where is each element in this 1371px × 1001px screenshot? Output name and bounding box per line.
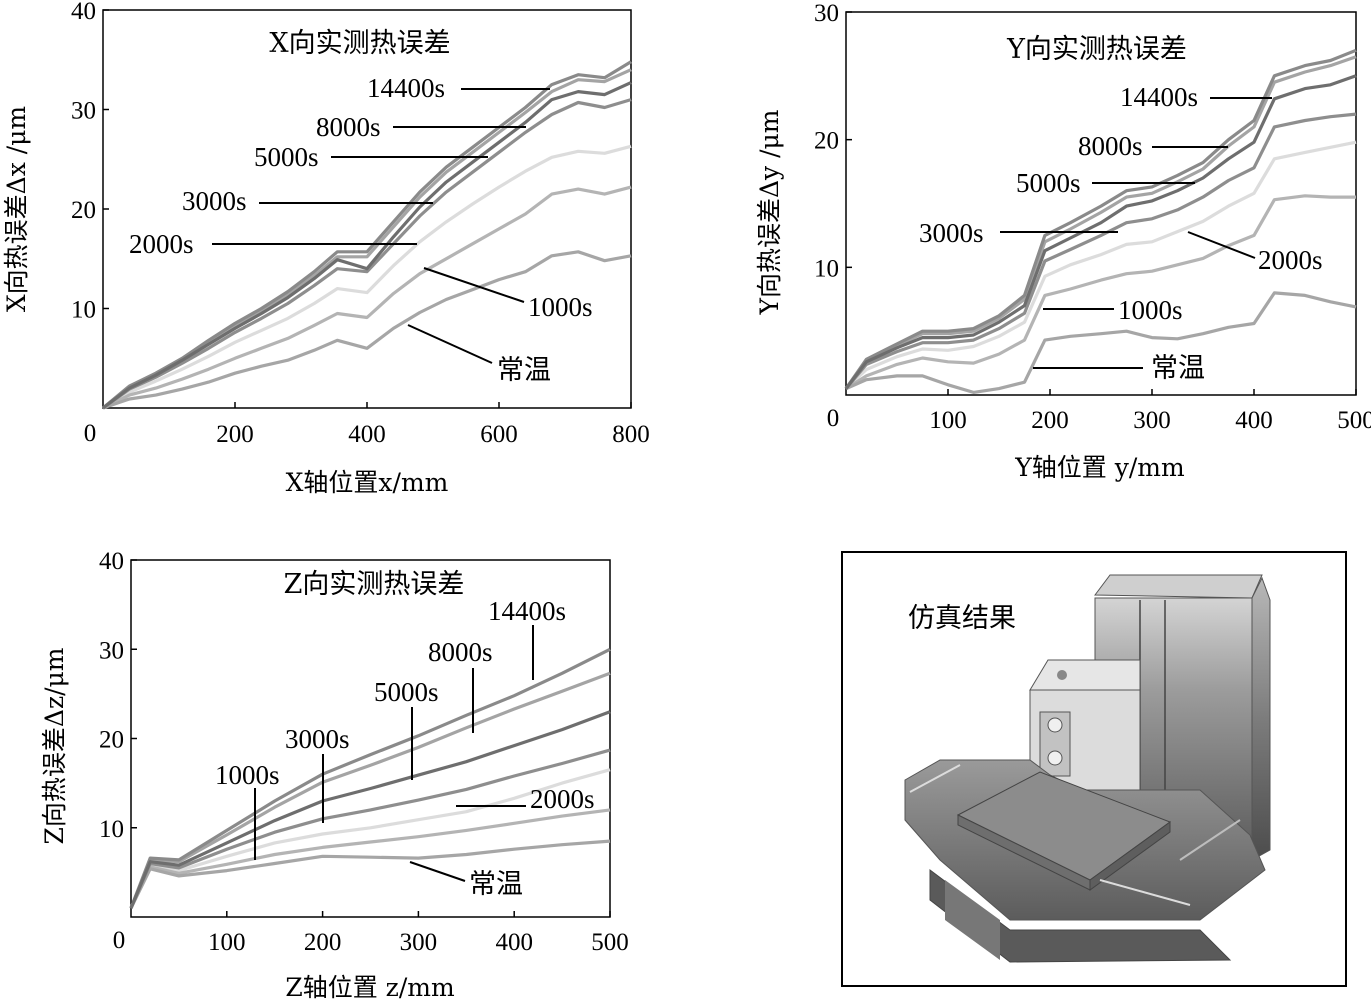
plot-frame bbox=[845, 11, 1357, 396]
x-tick-label: 300 bbox=[1133, 407, 1171, 434]
x-axis-title: Z轴位置 z/mm bbox=[285, 973, 455, 1001]
chart-title: X向实测热误差 bbox=[269, 28, 450, 59]
annotation-label: 2000s bbox=[129, 229, 194, 259]
x-tick-label: 0 bbox=[827, 405, 840, 432]
y-tick-label: 40 bbox=[99, 548, 124, 575]
annotation-label: 8000s bbox=[1078, 131, 1143, 161]
y-tick-label: 10 bbox=[814, 255, 839, 282]
x-tick-label: 100 bbox=[929, 407, 967, 434]
series-layer bbox=[101, 60, 632, 410]
series-line-5000s bbox=[844, 74, 1357, 390]
y-tick-label: 20 bbox=[814, 128, 839, 155]
y-axis-title: Z向热误差Δz/μm bbox=[40, 647, 69, 844]
x-tick-label: 400 bbox=[495, 929, 533, 956]
chart-z-thermal-error: 0 100 200 300 400 500 10 20 30 40 Z向实测热误差 Z轴位置 z/… bbox=[40, 548, 629, 1001]
tick-layer: 0 100 200 300 400 500 10 20 30 bbox=[814, 0, 1371, 434]
annotation-label: 14400s bbox=[367, 73, 445, 103]
x-tick-label: 0 bbox=[84, 420, 97, 447]
series-line-3000s bbox=[129, 748, 611, 909]
series-line-14400s bbox=[101, 60, 632, 410]
annotation-label: 常温 bbox=[1151, 353, 1205, 383]
series-line-14400s bbox=[844, 48, 1357, 390]
leader-line bbox=[407, 324, 493, 364]
x-tick-label: 100 bbox=[208, 929, 246, 956]
series-line-2000s bbox=[102, 144, 632, 410]
x-tick-label: 600 bbox=[480, 421, 518, 448]
y-tick-label: 30 bbox=[99, 637, 124, 664]
annotation-label: 5000s bbox=[254, 142, 319, 172]
annotation-label: 5000s bbox=[374, 677, 439, 707]
series-line-5000s bbox=[102, 81, 632, 410]
x-tick-label: 0 bbox=[113, 927, 126, 954]
series-line-3000s bbox=[102, 98, 632, 410]
series-line-14400s bbox=[129, 647, 611, 909]
chart-x-thermal-error: 0 200 400 600 800 10 20 30 40 X向实测热误差 X轴位置x/mm X… bbox=[2, 0, 650, 497]
series-line-2000s bbox=[844, 140, 1357, 390]
series-line-1000s bbox=[102, 185, 632, 410]
x-tick-label: 200 bbox=[1031, 407, 1069, 434]
annotation-label: 3000s bbox=[285, 724, 350, 754]
series-line-常温 bbox=[102, 250, 632, 410]
x-tick-label: 500 bbox=[591, 929, 629, 956]
y-tick-label: 20 bbox=[71, 197, 96, 224]
series-layer bbox=[844, 48, 1357, 394]
y-axis-title: Y向热误差Δy /μm bbox=[755, 109, 784, 315]
series-line-3000s bbox=[844, 112, 1357, 390]
annotation-label: 2000s bbox=[1258, 245, 1323, 275]
chart-title: Z向实测热误差 bbox=[284, 569, 465, 600]
tick-layer: 0 200 400 600 800 10 20 30 40 bbox=[71, 0, 650, 448]
annotation-label: 3000s bbox=[182, 186, 247, 216]
series-line-8000s bbox=[129, 671, 611, 909]
annotation-label: 1000s bbox=[528, 292, 593, 322]
series-line-2000s bbox=[129, 768, 611, 909]
leader-line bbox=[409, 861, 466, 882]
y-axis-title: X向热误差Δx /μm bbox=[2, 106, 31, 313]
x-tick-label: 400 bbox=[1235, 407, 1273, 434]
series-line-常温 bbox=[129, 839, 611, 909]
leader-lines bbox=[212, 88, 550, 364]
annotation-label: 1000s bbox=[215, 760, 280, 790]
x-axis-title: X轴位置x/mm bbox=[286, 468, 449, 497]
series-layer bbox=[129, 647, 611, 909]
annotation-label: 常温 bbox=[497, 355, 551, 385]
x-tick-label: 200 bbox=[304, 929, 342, 956]
annotation-label: 14400s bbox=[1120, 82, 1198, 112]
annotation-label: 2000s bbox=[530, 784, 595, 814]
x-tick-label: 500 bbox=[1337, 407, 1371, 434]
leader-line bbox=[1187, 231, 1256, 259]
chart-y-thermal-error: 0 100 200 300 400 500 10 20 30 Y向实测热误差 Y轴位置 y/mm… bbox=[755, 0, 1371, 482]
leader-lines bbox=[1000, 97, 1272, 369]
leader-lines bbox=[254, 625, 534, 882]
series-line-1000s bbox=[845, 194, 1356, 390]
y-tick-label: 30 bbox=[814, 0, 839, 27]
annotation-label: 常温 bbox=[469, 869, 523, 899]
annotation-label: 8000s bbox=[428, 637, 493, 667]
y-tick-label: 40 bbox=[71, 0, 96, 25]
x-tick-label: 200 bbox=[216, 421, 254, 448]
annotation-label: 3000s bbox=[919, 218, 984, 248]
x-tick-label: 400 bbox=[348, 421, 386, 448]
chart-title: Y向实测热误差 bbox=[1006, 34, 1187, 65]
series-line-常温 bbox=[845, 291, 1357, 394]
simulation-caption: 仿真结果 bbox=[908, 603, 1016, 634]
x-tick-label: 800 bbox=[612, 421, 650, 448]
series-line-1000s bbox=[129, 808, 611, 909]
machine-tool-illustration bbox=[904, 574, 1271, 963]
x-axis-title: Y轴位置 y/mm bbox=[1014, 453, 1185, 482]
leader-line bbox=[423, 267, 525, 303]
annotation-label: 1000s bbox=[1118, 295, 1183, 325]
y-tick-label: 10 bbox=[71, 297, 96, 324]
x-tick-label: 300 bbox=[400, 929, 438, 956]
annotation-label: 5000s bbox=[1016, 168, 1081, 198]
annotation-label: 14400s bbox=[488, 596, 566, 626]
annotation-label: 8000s bbox=[316, 112, 381, 142]
y-tick-label: 20 bbox=[99, 727, 124, 754]
simulation-panel: 仿真结果 bbox=[841, 551, 1347, 987]
y-tick-label: 30 bbox=[71, 98, 96, 125]
series-line-5000s bbox=[129, 710, 611, 909]
tick-layer: 0 100 200 300 400 500 10 20 30 40 bbox=[99, 548, 629, 956]
y-tick-label: 10 bbox=[99, 816, 124, 843]
